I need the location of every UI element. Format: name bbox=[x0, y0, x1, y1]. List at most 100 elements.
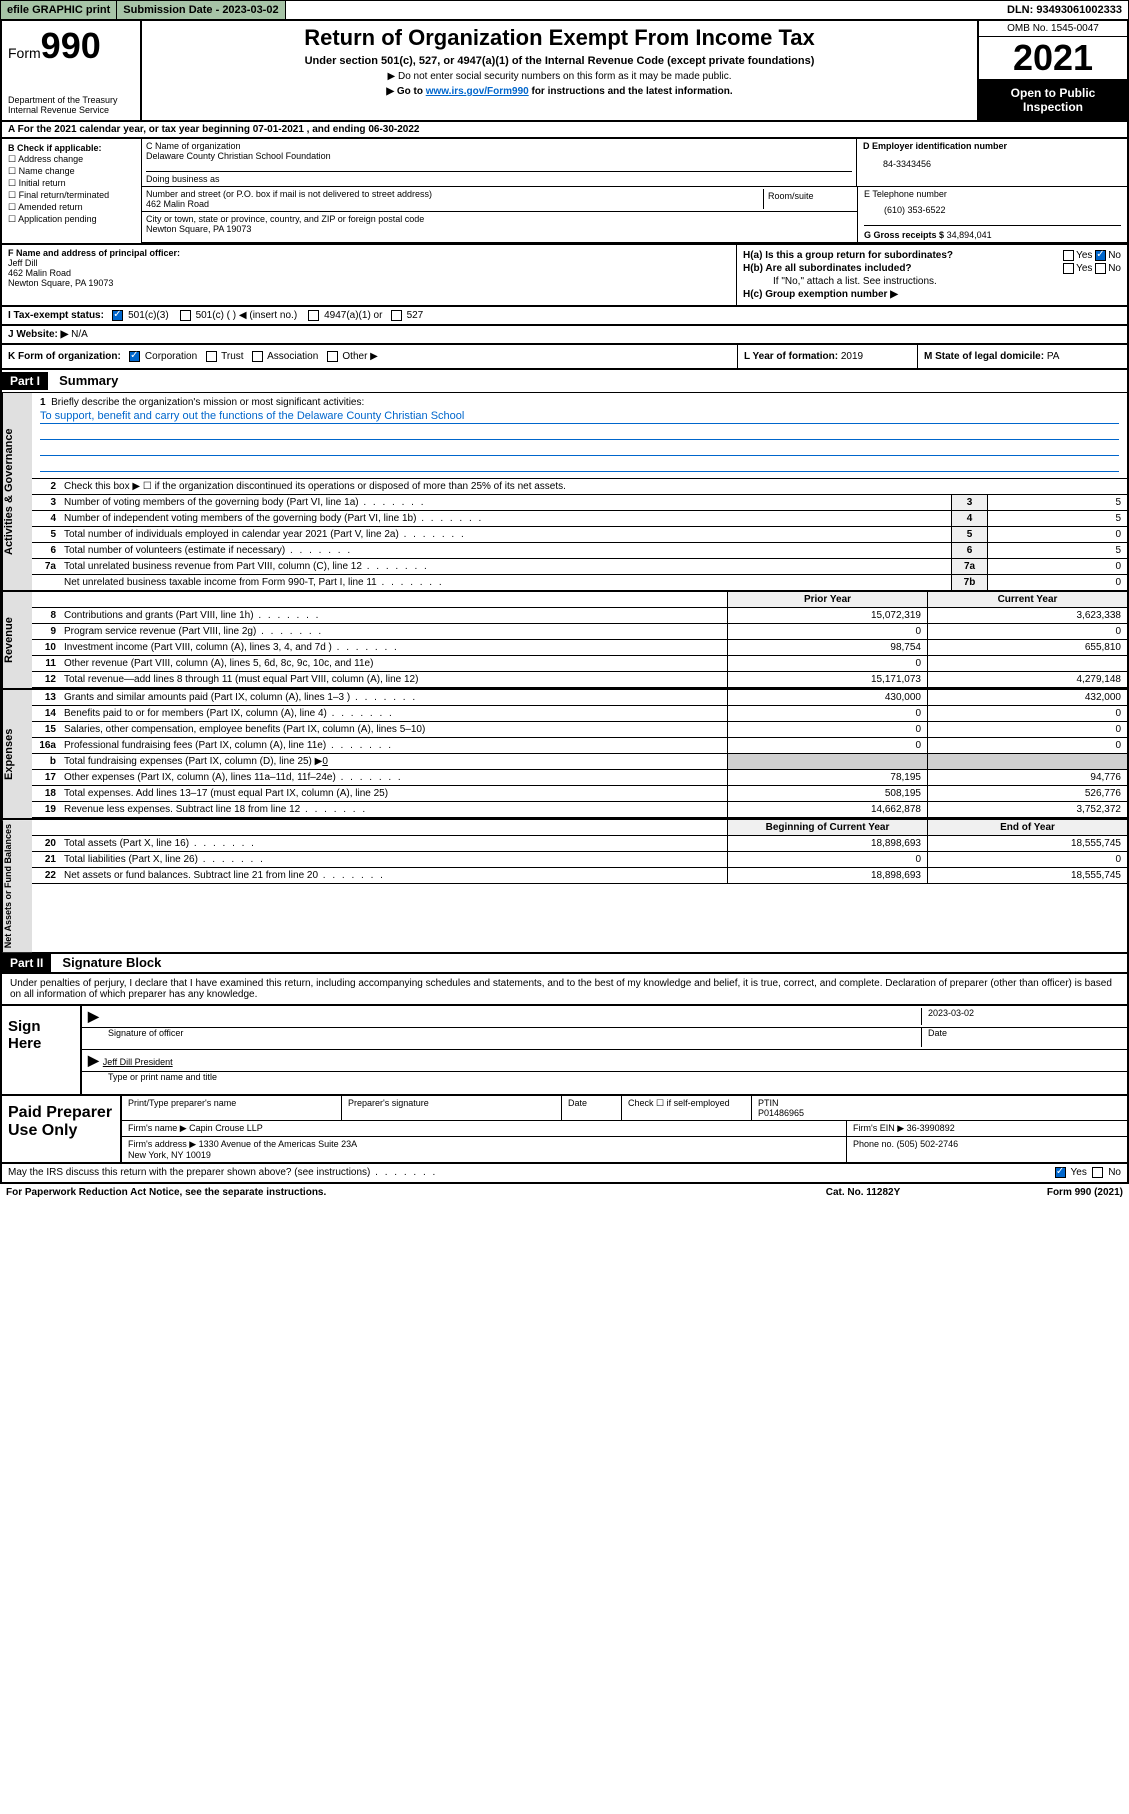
check-address-change[interactable]: ☐ Address change bbox=[8, 154, 135, 165]
l22-end: 18,555,745 bbox=[927, 868, 1127, 883]
l7b-value: 0 bbox=[987, 575, 1127, 590]
l9-text: Program service revenue (Part VIII, line… bbox=[60, 624, 727, 639]
ha-no-checkbox[interactable] bbox=[1095, 250, 1106, 261]
l1-label: Briefly describe the organization's miss… bbox=[51, 397, 364, 408]
l8-prior: 15,072,319 bbox=[727, 608, 927, 623]
part-1: Part I Summary Activities & Governance 1… bbox=[0, 370, 1129, 954]
begin-year-header: Beginning of Current Year bbox=[727, 820, 927, 835]
part-2: Part II Signature Block bbox=[0, 954, 1129, 974]
e-tel-label: E Telephone number bbox=[864, 189, 1121, 199]
check-4947[interactable] bbox=[308, 310, 319, 321]
prep-sig-label: Preparer's signature bbox=[342, 1096, 562, 1120]
discuss-yes-checkbox[interactable] bbox=[1055, 1167, 1066, 1178]
declaration-text: Under penalties of perjury, I declare th… bbox=[0, 974, 1129, 1006]
check-initial-return[interactable]: ☐ Initial return bbox=[8, 178, 135, 189]
l20-text: Total assets (Part X, line 16) bbox=[60, 836, 727, 851]
form-number: Form990 bbox=[8, 25, 134, 67]
l20-end: 18,555,745 bbox=[927, 836, 1127, 851]
l8-current: 3,623,338 bbox=[927, 608, 1127, 623]
l10-current: 655,810 bbox=[927, 640, 1127, 655]
officer-type-label: Type or print name and title bbox=[88, 1072, 1121, 1092]
l8-text: Contributions and grants (Part VIII, lin… bbox=[60, 608, 727, 623]
l11-prior: 0 bbox=[727, 656, 927, 671]
discuss-text: May the IRS discuss this return with the… bbox=[8, 1167, 1055, 1178]
l10-prior: 98,754 bbox=[727, 640, 927, 655]
l15-text: Salaries, other compensation, employee b… bbox=[60, 722, 727, 737]
tel-value: (610) 353-6522 bbox=[884, 205, 1121, 215]
hb-no-checkbox[interactable] bbox=[1095, 263, 1106, 274]
l21-text: Total liabilities (Part X, line 26) bbox=[60, 852, 727, 867]
prior-year-header: Prior Year bbox=[727, 592, 927, 607]
check-501c3[interactable] bbox=[112, 310, 123, 321]
hb-yes-checkbox[interactable] bbox=[1063, 263, 1074, 274]
form-header: Form990 Department of the Treasury Inter… bbox=[0, 20, 1129, 122]
l12-prior: 15,171,073 bbox=[727, 672, 927, 687]
l12-text: Total revenue—add lines 8 through 11 (mu… bbox=[60, 672, 727, 687]
discuss-no-checkbox[interactable] bbox=[1092, 1167, 1103, 1178]
l20-begin: 18,898,693 bbox=[727, 836, 927, 851]
footer-row: For Paperwork Reduction Act Notice, see … bbox=[0, 1184, 1129, 1201]
officer-name-title: Jeff Dill President bbox=[103, 1057, 173, 1067]
phone-value: (505) 502-2746 bbox=[897, 1139, 959, 1149]
efile-print-button[interactable]: efile GRAPHIC print bbox=[1, 1, 117, 19]
firm-ein-label: Firm's EIN ▶ bbox=[853, 1123, 904, 1133]
section-officer-group: F Name and address of principal officer:… bbox=[0, 245, 1129, 307]
form-note-2: ▶ Go to www.irs.gov/Form990 for instruct… bbox=[146, 86, 973, 97]
l16a-text: Professional fundraising fees (Part IX, … bbox=[60, 738, 727, 753]
dln-number: DLN: 93493061002333 bbox=[1001, 1, 1128, 19]
irs-link[interactable]: www.irs.gov/Form990 bbox=[426, 86, 529, 97]
check-final-return[interactable]: ☐ Final return/terminated bbox=[8, 190, 135, 201]
city-label: City or town, state or province, country… bbox=[146, 214, 853, 224]
l11-text: Other revenue (Part VIII, column (A), li… bbox=[60, 656, 727, 671]
l22-text: Net assets or fund balances. Subtract li… bbox=[60, 868, 727, 883]
l19-prior: 14,662,878 bbox=[727, 802, 927, 817]
omb-number: OMB No. 1545-0047 bbox=[979, 21, 1127, 37]
l14-text: Benefits paid to or for members (Part IX… bbox=[60, 706, 727, 721]
top-bar: efile GRAPHIC print Submission Date - 20… bbox=[0, 0, 1129, 20]
check-association[interactable] bbox=[252, 351, 263, 362]
check-501c[interactable] bbox=[180, 310, 191, 321]
addr-value: 462 Malin Road bbox=[146, 199, 763, 209]
check-527[interactable] bbox=[391, 310, 402, 321]
l19-current: 3,752,372 bbox=[927, 802, 1127, 817]
sign-here-section: Sign Here ▶ 2023-03-02 Signature of offi… bbox=[0, 1006, 1129, 1096]
l6-value: 5 bbox=[987, 543, 1127, 558]
paperwork-notice: For Paperwork Reduction Act Notice, see … bbox=[6, 1187, 763, 1198]
check-application-pending[interactable]: ☐ Application pending bbox=[8, 214, 135, 225]
l5-value: 0 bbox=[987, 527, 1127, 542]
l11-current bbox=[927, 656, 1127, 671]
g-value: 34,894,041 bbox=[947, 230, 992, 240]
cat-number: Cat. No. 11282Y bbox=[763, 1187, 963, 1198]
officer-addr1: 462 Malin Road bbox=[8, 268, 730, 278]
l18-text: Total expenses. Add lines 13–17 (must eq… bbox=[60, 786, 727, 801]
discuss-row: May the IRS discuss this return with the… bbox=[0, 1164, 1129, 1183]
l15-prior: 0 bbox=[727, 722, 927, 737]
check-corporation[interactable] bbox=[129, 351, 140, 362]
l7b-text: Net unrelated business taxable income fr… bbox=[60, 575, 951, 590]
l21-end: 0 bbox=[927, 852, 1127, 867]
ha-question: H(a) Is this a group return for subordin… bbox=[743, 250, 1121, 261]
section-identity: B Check if applicable: ☐ Address change … bbox=[0, 139, 1129, 245]
check-trust[interactable] bbox=[206, 351, 217, 362]
l16a-current: 0 bbox=[927, 738, 1127, 753]
ha-yes-checkbox[interactable] bbox=[1063, 250, 1074, 261]
l19-text: Revenue less expenses. Subtract line 18 … bbox=[60, 802, 727, 817]
l18-current: 526,776 bbox=[927, 786, 1127, 801]
dba-label: Doing business as bbox=[146, 171, 852, 184]
side-revenue: Revenue bbox=[2, 592, 32, 688]
side-activities: Activities & Governance bbox=[2, 393, 32, 590]
l13-current: 432,000 bbox=[927, 690, 1127, 705]
l3-text: Number of voting members of the governin… bbox=[60, 495, 951, 510]
paid-preparer-section: Paid Preparer Use Only Print/Type prepar… bbox=[0, 1096, 1129, 1164]
check-amended-return[interactable]: ☐ Amended return bbox=[8, 202, 135, 213]
l16a-prior: 0 bbox=[727, 738, 927, 753]
l7a-value: 0 bbox=[987, 559, 1127, 574]
form-title: Return of Organization Exempt From Incom… bbox=[146, 25, 973, 51]
check-name-change[interactable]: ☐ Name change bbox=[8, 166, 135, 177]
l3-value: 5 bbox=[987, 495, 1127, 510]
sig-date-value: 2023-03-02 bbox=[921, 1008, 1121, 1025]
part-1-title: Summary bbox=[59, 373, 118, 388]
check-other[interactable] bbox=[327, 351, 338, 362]
irs-label: Internal Revenue Service bbox=[8, 105, 134, 115]
hb-note: If "No," attach a list. See instructions… bbox=[773, 276, 1121, 287]
